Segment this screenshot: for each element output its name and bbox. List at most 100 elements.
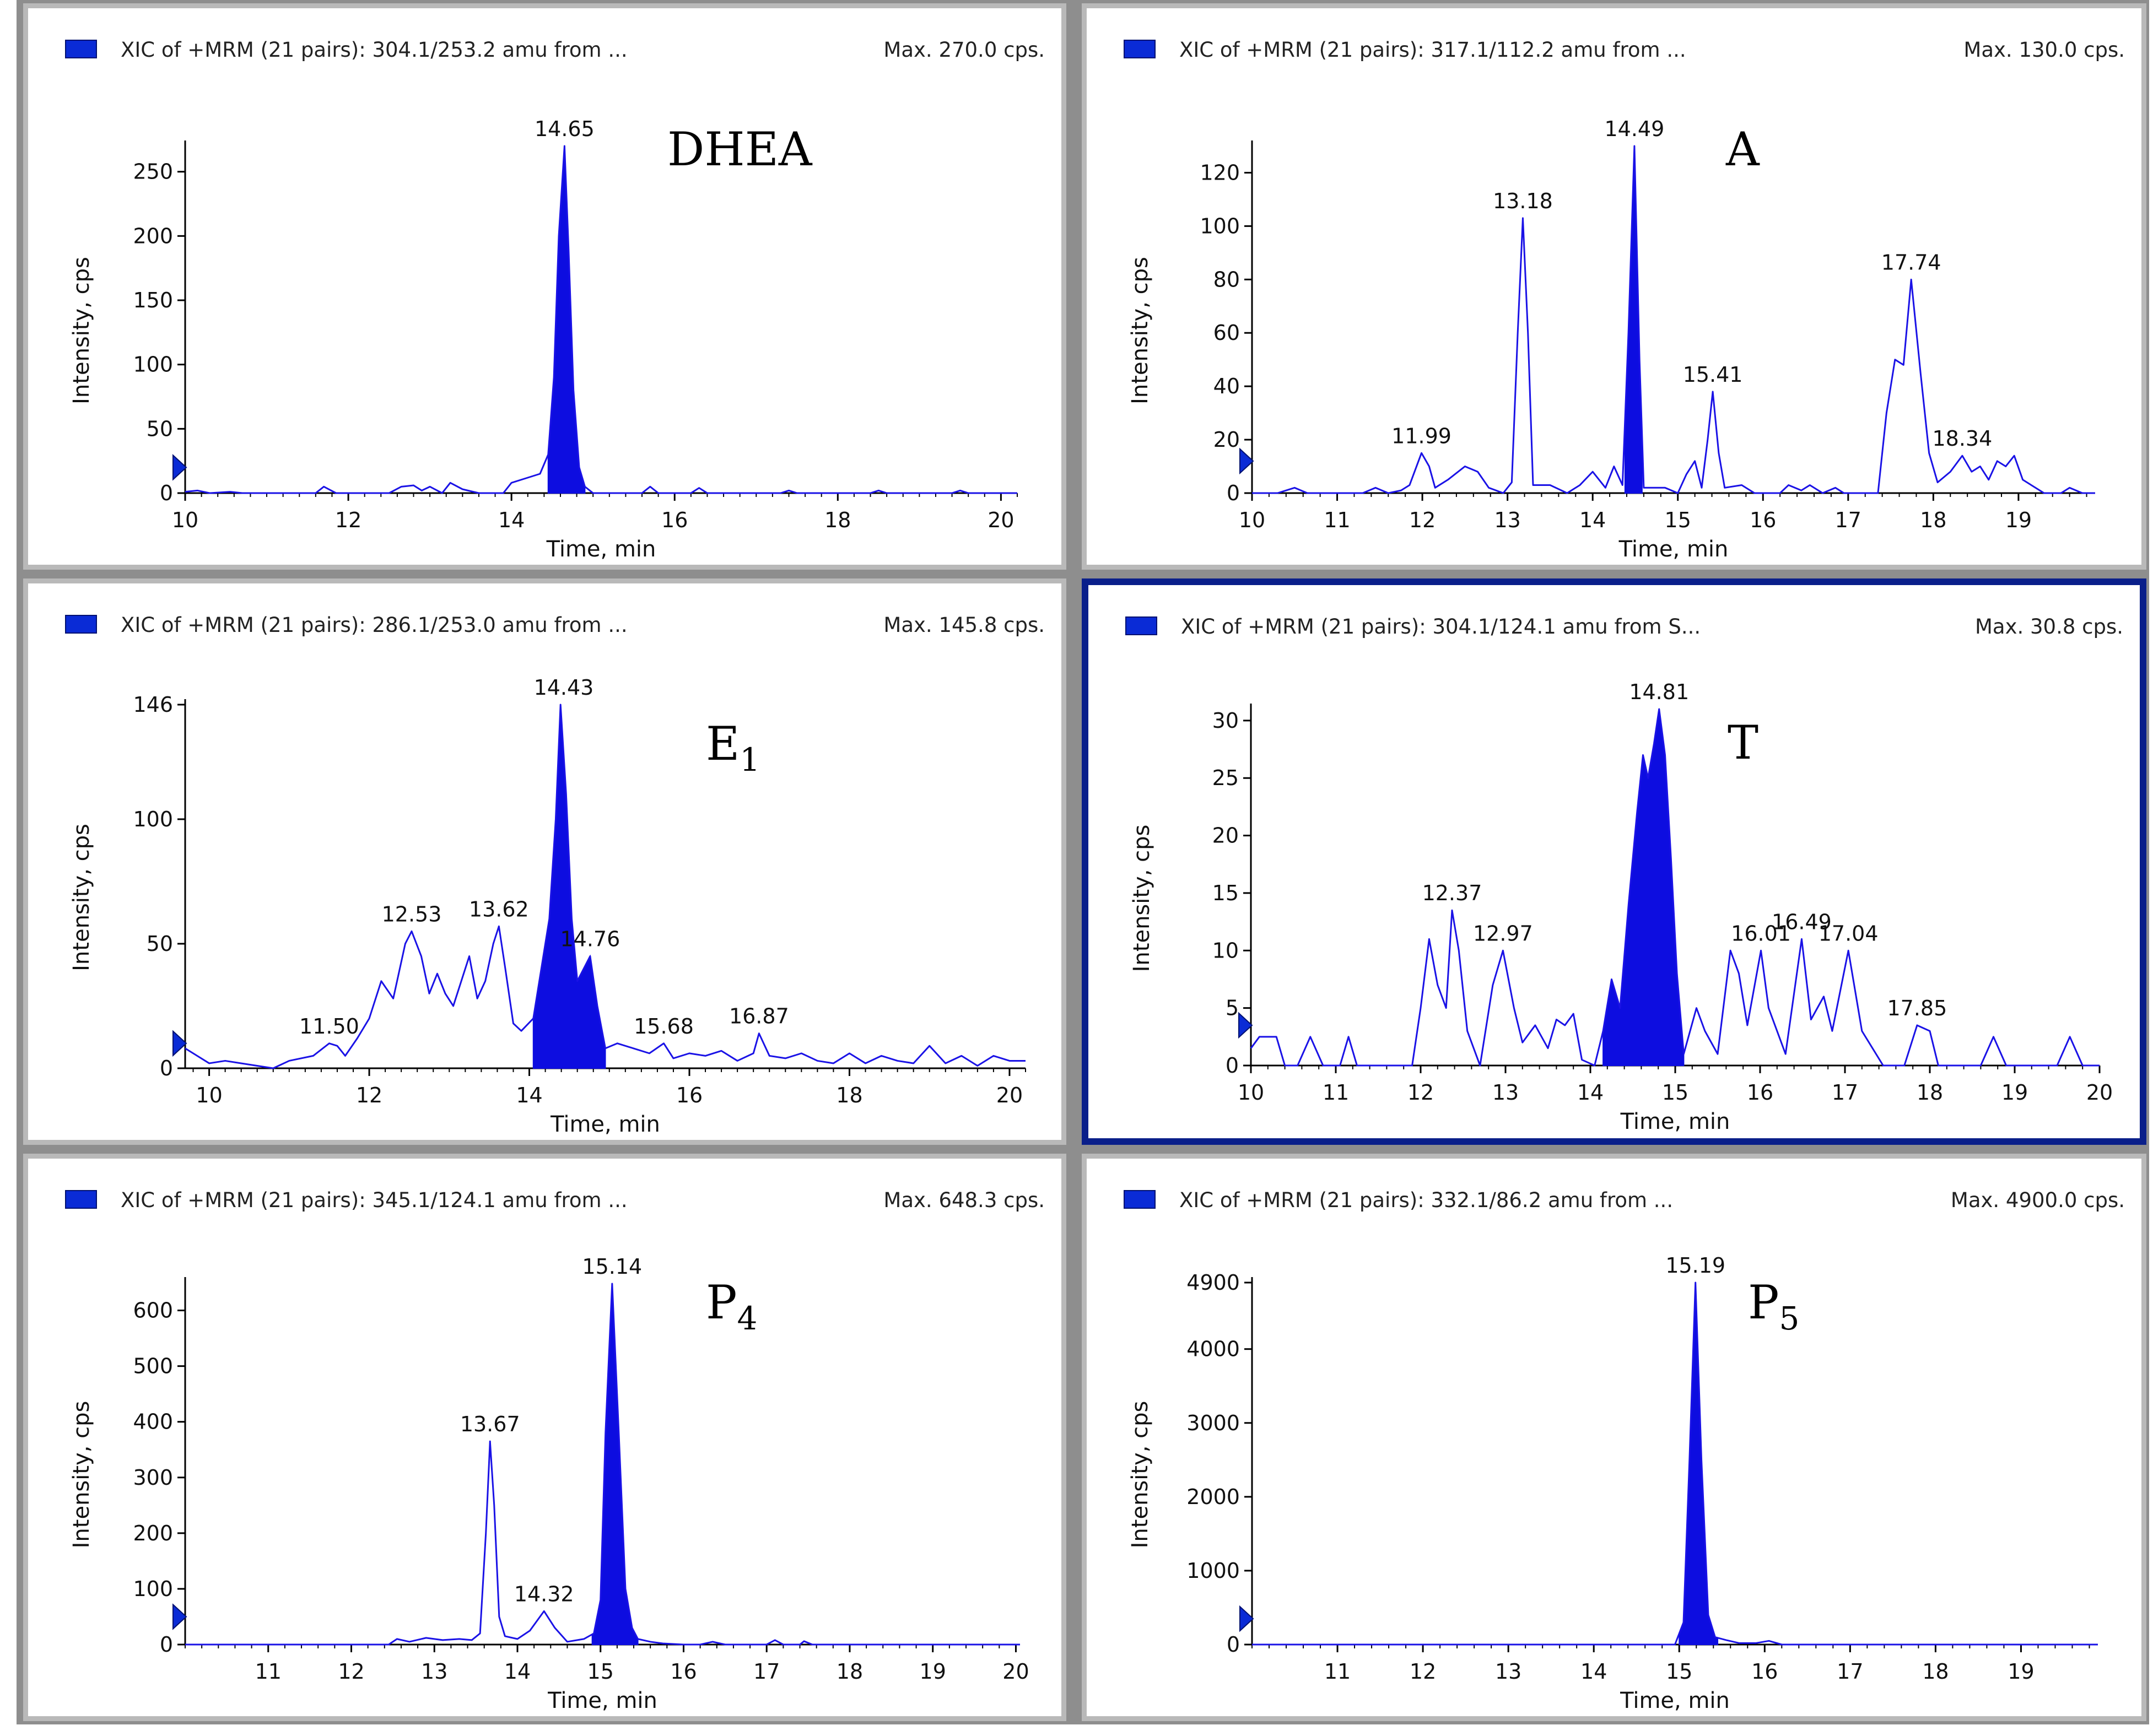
x-tick-label: 15 (1666, 1659, 1692, 1684)
peak-label: 12.97 (1473, 921, 1533, 945)
x-tick-label: 10 (196, 1083, 222, 1107)
chart-a: XIC of +MRM (21 pairs): 317.1/112.2 amu … (1124, 38, 2125, 562)
y-axis-title: Intensity, cps (69, 257, 94, 404)
x-axis-title: Time, min (546, 537, 656, 562)
y-tick-label: 25 (1212, 766, 1239, 790)
y-tick-label: 0 (160, 1056, 173, 1080)
peak-label: 15.14 (582, 1254, 642, 1279)
x-tick-label: 14 (498, 508, 525, 532)
x-tick-label: 19 (2001, 1080, 2028, 1105)
y-tick-label: 40 (1213, 374, 1240, 398)
panel-e1[interactable]: XIC of +MRM (21 pairs): 286.1/253.0 amu … (23, 578, 1066, 1145)
peak-label: 13.62 (469, 897, 529, 921)
compound-subscript: 4 (737, 1300, 758, 1337)
max-intensity-text: Max. 270.0 cps. (883, 38, 1045, 62)
legend-swatch (1124, 40, 1156, 58)
peak-label: 16.01 (1731, 921, 1791, 945)
chart-p5: XIC of +MRM (21 pairs): 332.1/86.2 amu f… (1124, 1188, 2125, 1713)
x-tick-label: 10 (172, 508, 198, 532)
panel-p5[interactable]: XIC of +MRM (21 pairs): 332.1/86.2 amu f… (1082, 1154, 2146, 1721)
x-tick-label: 12 (338, 1659, 364, 1684)
x-tick-label: 10 (1239, 508, 1265, 532)
y-tick-label: 1000 (1186, 1559, 1240, 1583)
chart-p4: XIC of +MRM (21 pairs): 345.1/124.1 amu … (65, 1188, 1045, 1713)
y-tick-label: 500 (133, 1354, 173, 1378)
legend-swatch (65, 615, 97, 634)
xic-header-text: XIC of +MRM (21 pairs): 304.1/253.2 amu … (121, 38, 628, 62)
x-tick-label: 12 (1409, 508, 1436, 532)
x-tick-label: 20 (996, 1083, 1023, 1107)
chart-t: XIC of +MRM (21 pairs): 304.1/124.1 amu … (1125, 615, 2123, 1134)
y-tick-label: 50 (147, 417, 173, 441)
x-tick-label: 19 (2008, 1659, 2034, 1684)
peak-label: 14.65 (535, 117, 595, 141)
chromatogram-trace (185, 1283, 1020, 1646)
y-axis-title: Intensity, cps (69, 824, 94, 971)
y-tick-label: 400 (133, 1410, 173, 1434)
y-tick-label: 100 (133, 353, 173, 377)
x-tick-label: 11 (255, 1659, 282, 1684)
y-tick-label: 100 (133, 1577, 173, 1601)
x-tick-label: 14 (516, 1083, 542, 1107)
peak-label: 14.32 (514, 1582, 574, 1606)
peak-label: 14.81 (1629, 680, 1689, 704)
max-intensity-text: Max. 4900.0 cps. (1951, 1188, 2125, 1212)
x-tick-label: 18 (836, 1083, 862, 1107)
x-tick-label: 12 (356, 1083, 382, 1107)
peak-label: 14.76 (560, 927, 620, 951)
x-axis-title: Time, min (1620, 1688, 1730, 1713)
x-tick-label: 16 (670, 1659, 697, 1684)
y-tick-label: 200 (133, 1521, 173, 1545)
x-tick-label: 16 (676, 1083, 703, 1107)
compound-label: E1 (706, 717, 760, 778)
compound-label: P4 (706, 1275, 757, 1337)
chromatogram-trace (185, 145, 1017, 494)
y-tick-label: 600 (133, 1299, 173, 1323)
legend-swatch (65, 1190, 97, 1209)
legend-swatch (65, 40, 97, 58)
compound-label: A (1725, 122, 1760, 176)
peak-label: 17.85 (1887, 996, 1947, 1020)
x-axis-title: Time, min (547, 1688, 657, 1713)
panel-dhea[interactable]: XIC of +MRM (21 pairs): 304.1/253.2 amu … (23, 3, 1066, 570)
baseline-marker-icon (1239, 447, 1254, 475)
peak-label: 13.18 (1493, 189, 1553, 213)
x-tick-label: 16 (661, 508, 688, 532)
y-tick-label: 100 (1200, 214, 1240, 238)
baseline-marker-icon (172, 1603, 187, 1630)
x-tick-label: 20 (1002, 1659, 1029, 1684)
peak-label: 14.43 (534, 675, 594, 700)
legend-swatch (1124, 1190, 1156, 1209)
peak-label: 12.53 (382, 902, 442, 926)
x-tick-label: 12 (335, 508, 361, 532)
y-tick-label: 20 (1212, 824, 1239, 848)
y-tick-label: 200 (133, 224, 173, 248)
panel-t[interactable]: XIC of +MRM (21 pairs): 304.1/124.1 amu … (1082, 578, 2146, 1145)
compound-subscript: 5 (1779, 1300, 1800, 1337)
y-tick-label: 150 (133, 288, 173, 312)
y-tick-label: 120 (1200, 160, 1240, 185)
y-tick-label: 0 (1227, 481, 1240, 505)
baseline-marker-icon (1239, 1605, 1254, 1632)
x-tick-label: 14 (1577, 1080, 1604, 1105)
x-tick-label: 16 (1747, 1080, 1773, 1105)
compound-label: DHEA (667, 122, 813, 176)
peak-label: 13.67 (460, 1412, 520, 1436)
y-tick-label: 5 (1226, 996, 1239, 1020)
baseline-marker-icon (1238, 1012, 1253, 1039)
x-tick-label: 14 (1580, 1659, 1607, 1684)
x-tick-label: 17 (1832, 1080, 1858, 1105)
compound-label: P5 (1748, 1275, 1799, 1337)
x-tick-label: 17 (1837, 1659, 1863, 1684)
peak-label: 15.19 (1665, 1253, 1725, 1278)
x-axis-title: Time, min (1620, 1109, 1730, 1134)
baseline-marker-icon (172, 454, 187, 481)
x-tick-label: 14 (504, 1659, 531, 1684)
panel-p4[interactable]: XIC of +MRM (21 pairs): 345.1/124.1 amu … (23, 1154, 1066, 1721)
peak-label: 16.87 (729, 1004, 789, 1029)
x-tick-label: 19 (920, 1659, 946, 1684)
panel-a[interactable]: XIC of +MRM (21 pairs): 317.1/112.2 amu … (1082, 3, 2146, 570)
y-tick-label: 4000 (1186, 1337, 1240, 1361)
x-tick-label: 17 (753, 1659, 780, 1684)
y-axis-title: Intensity, cps (69, 1401, 94, 1549)
